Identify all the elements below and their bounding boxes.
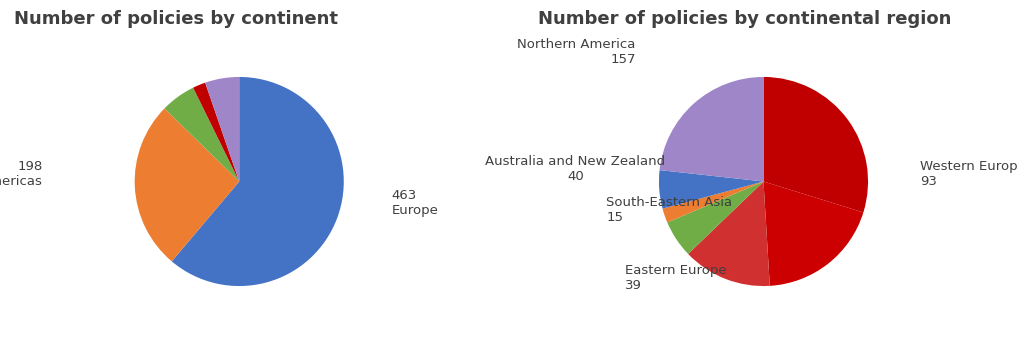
Wedge shape (165, 87, 239, 182)
Text: Western Europe
93: Western Europe 93 (920, 160, 1018, 188)
Wedge shape (663, 182, 764, 223)
Text: 463
Europe: 463 Europe (392, 189, 439, 217)
Wedge shape (660, 77, 764, 182)
Text: Australia and New Zealand
40: Australia and New Zealand 40 (486, 155, 666, 183)
Wedge shape (193, 83, 239, 182)
Text: 198
Americas: 198 Americas (0, 160, 43, 188)
Wedge shape (688, 182, 770, 286)
Text: Northern America
157: Northern America 157 (517, 38, 635, 66)
Wedge shape (206, 77, 239, 182)
Text: Number of policies by continent: Number of policies by continent (14, 10, 338, 28)
Text: South-Eastern Asia
15: South-Eastern Asia 15 (606, 196, 732, 224)
Wedge shape (764, 77, 868, 212)
Wedge shape (172, 77, 344, 286)
Text: Number of policies by continental region: Number of policies by continental region (539, 10, 952, 28)
Wedge shape (668, 182, 764, 254)
Text: Eastern Europe
39: Eastern Europe 39 (625, 264, 727, 291)
Wedge shape (764, 182, 863, 286)
Wedge shape (134, 109, 239, 261)
Wedge shape (659, 170, 764, 209)
